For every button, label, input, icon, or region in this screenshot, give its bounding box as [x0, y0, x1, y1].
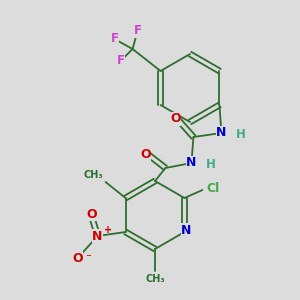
Text: O: O [86, 208, 97, 220]
Text: F: F [111, 32, 119, 46]
Text: H: H [206, 158, 215, 172]
Text: CH₃: CH₃ [84, 170, 104, 180]
Text: N: N [186, 157, 197, 169]
Text: Cl: Cl [206, 182, 220, 194]
Text: H: H [236, 128, 245, 142]
Text: N: N [216, 127, 226, 140]
Text: ⁻: ⁻ [85, 253, 91, 263]
Text: F: F [134, 25, 142, 38]
Text: O: O [170, 112, 181, 125]
Text: N: N [181, 224, 192, 236]
Text: +: + [103, 225, 112, 235]
Text: F: F [117, 55, 124, 68]
Text: O: O [72, 251, 83, 265]
Text: CH₃: CH₃ [145, 274, 165, 284]
Text: O: O [140, 148, 151, 160]
Text: N: N [92, 230, 103, 242]
